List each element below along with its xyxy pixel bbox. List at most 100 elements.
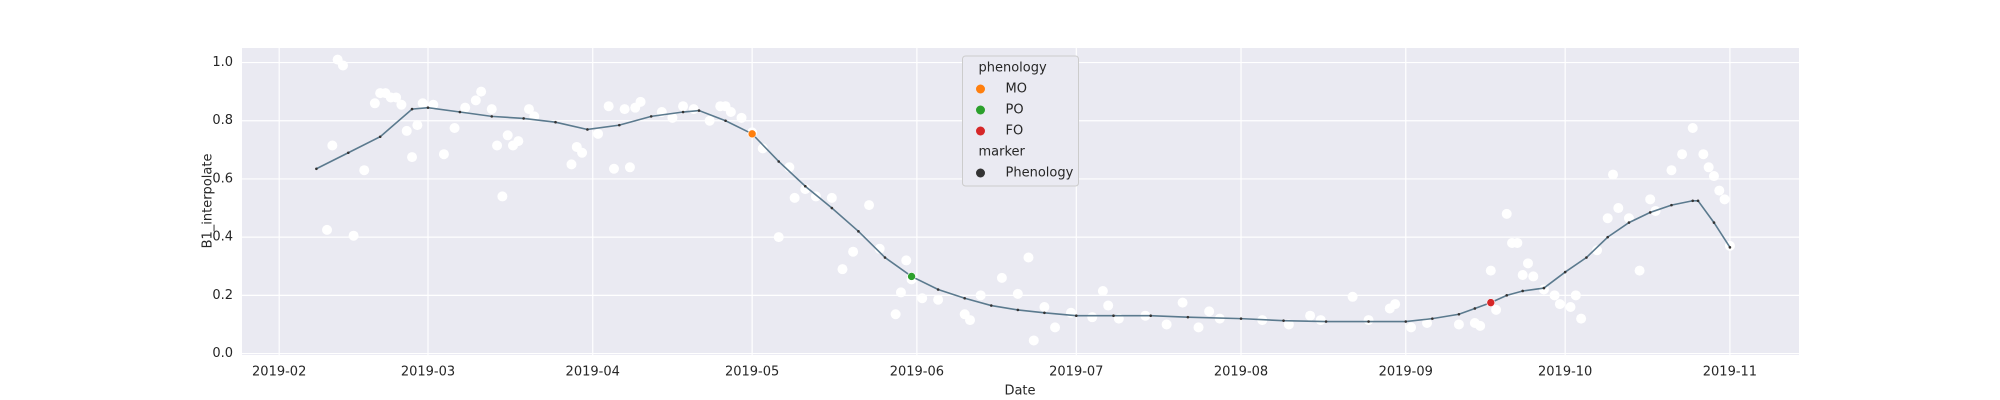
x-tick-label: 2019-04 <box>566 365 620 380</box>
y-tick-label: 0.0 <box>212 346 233 361</box>
raw-point <box>1528 271 1539 282</box>
raw-point <box>513 136 524 147</box>
interpolated-marker <box>1670 203 1673 207</box>
raw-point <box>1645 194 1656 205</box>
raw-point <box>608 163 619 174</box>
raw-point <box>757 143 768 154</box>
raw-point <box>1491 304 1502 315</box>
raw-point <box>800 184 811 195</box>
raw-point <box>678 101 689 112</box>
y-tick-label: 0.8 <box>212 113 233 128</box>
raw-point <box>837 264 848 275</box>
raw-point <box>1193 322 1204 333</box>
raw-point <box>1554 299 1565 310</box>
raw-point <box>337 60 348 71</box>
raw-point <box>975 290 986 301</box>
raw-point <box>667 112 678 123</box>
interpolated-marker <box>522 117 525 120</box>
raw-point <box>624 162 635 173</box>
interpolated-marker <box>1648 211 1652 214</box>
raw-point <box>396 99 407 110</box>
raw-point <box>1613 203 1624 214</box>
interpolated-marker <box>697 109 701 112</box>
raw-point <box>1012 288 1023 299</box>
raw-point <box>874 243 885 254</box>
interpolated-marker <box>586 128 589 131</box>
raw-point <box>1023 252 1034 263</box>
x-tick-label: 2019-05 <box>725 365 779 380</box>
raw-point <box>1103 300 1114 311</box>
phenology-point <box>907 272 916 281</box>
interpolated-marker <box>963 296 967 300</box>
interpolated-marker <box>426 106 430 109</box>
interpolated-marker <box>681 110 685 114</box>
interpolated-marker <box>1112 314 1115 318</box>
x-tick-label: 2019-10 <box>1538 365 1592 380</box>
raw-point <box>1592 245 1603 256</box>
interpolated-marker <box>649 115 653 118</box>
legend-label: MO <box>1006 82 1027 97</box>
raw-point <box>704 115 715 126</box>
legend-label: Phenology <box>1006 166 1074 181</box>
raw-point <box>619 104 630 115</box>
raw-point <box>895 287 906 298</box>
raw-point <box>1028 335 1039 346</box>
raw-point <box>773 232 784 243</box>
interpolated-marker <box>1074 314 1078 318</box>
interpolated-marker <box>803 184 807 188</box>
interpolated-marker <box>1457 312 1461 316</box>
x-tick-label: 2019-03 <box>401 365 455 380</box>
interpolated-marker <box>1691 199 1695 203</box>
interpolated-marker <box>1627 221 1631 224</box>
raw-point <box>1608 169 1619 180</box>
x-tick-label: 2019-02 <box>252 365 306 380</box>
phenology-point <box>747 129 757 139</box>
x-tick-label: 2019-11 <box>1703 365 1757 380</box>
legend-title: marker <box>979 145 1026 160</box>
raw-point <box>1422 317 1433 328</box>
raw-point <box>635 96 646 107</box>
raw-point <box>1517 269 1528 280</box>
y-tick-label: 0.2 <box>212 288 233 303</box>
raw-point <box>1087 312 1098 323</box>
raw-point <box>1677 149 1688 160</box>
raw-point <box>1177 297 1188 308</box>
legend-marker <box>976 84 985 94</box>
interpolated-marker <box>1563 270 1567 274</box>
raw-point <box>1283 319 1294 330</box>
raw-point <box>1039 301 1050 312</box>
raw-point <box>965 315 976 326</box>
raw-point <box>1708 171 1719 182</box>
raw-point <box>1050 322 1061 333</box>
raw-point <box>1549 290 1560 301</box>
raw-point <box>933 294 944 305</box>
x-tick-label: 2019-09 <box>1379 365 1433 380</box>
interpolated-marker <box>1016 308 1020 312</box>
raw-point <box>438 149 449 160</box>
raw-point <box>566 159 577 170</box>
x-tick-label: 2019-06 <box>890 365 944 380</box>
raw-point <box>996 272 1007 283</box>
raw-point <box>1570 290 1581 301</box>
raw-point <box>1522 258 1533 269</box>
y-axis-label: B1_interpolate <box>201 154 216 249</box>
legend-marker <box>976 105 985 115</box>
raw-point <box>1576 313 1587 324</box>
phenology-point <box>1486 298 1496 307</box>
raw-point <box>492 140 503 151</box>
interpolated-marker <box>1728 246 1732 249</box>
interpolated-marker <box>346 151 350 155</box>
raw-point <box>359 165 370 176</box>
raw-point <box>1363 315 1374 326</box>
raw-point <box>523 104 534 115</box>
raw-point <box>1565 301 1576 312</box>
raw-point <box>864 200 875 211</box>
interpolated-marker <box>1473 307 1477 310</box>
raw-point <box>890 309 901 320</box>
raw-point <box>348 230 359 241</box>
raw-point <box>1687 123 1698 134</box>
interpolated-marker <box>1542 286 1546 290</box>
raw-point <box>1714 185 1725 196</box>
raw-point <box>497 191 508 202</box>
x-axis-label: Date <box>1004 384 1035 399</box>
